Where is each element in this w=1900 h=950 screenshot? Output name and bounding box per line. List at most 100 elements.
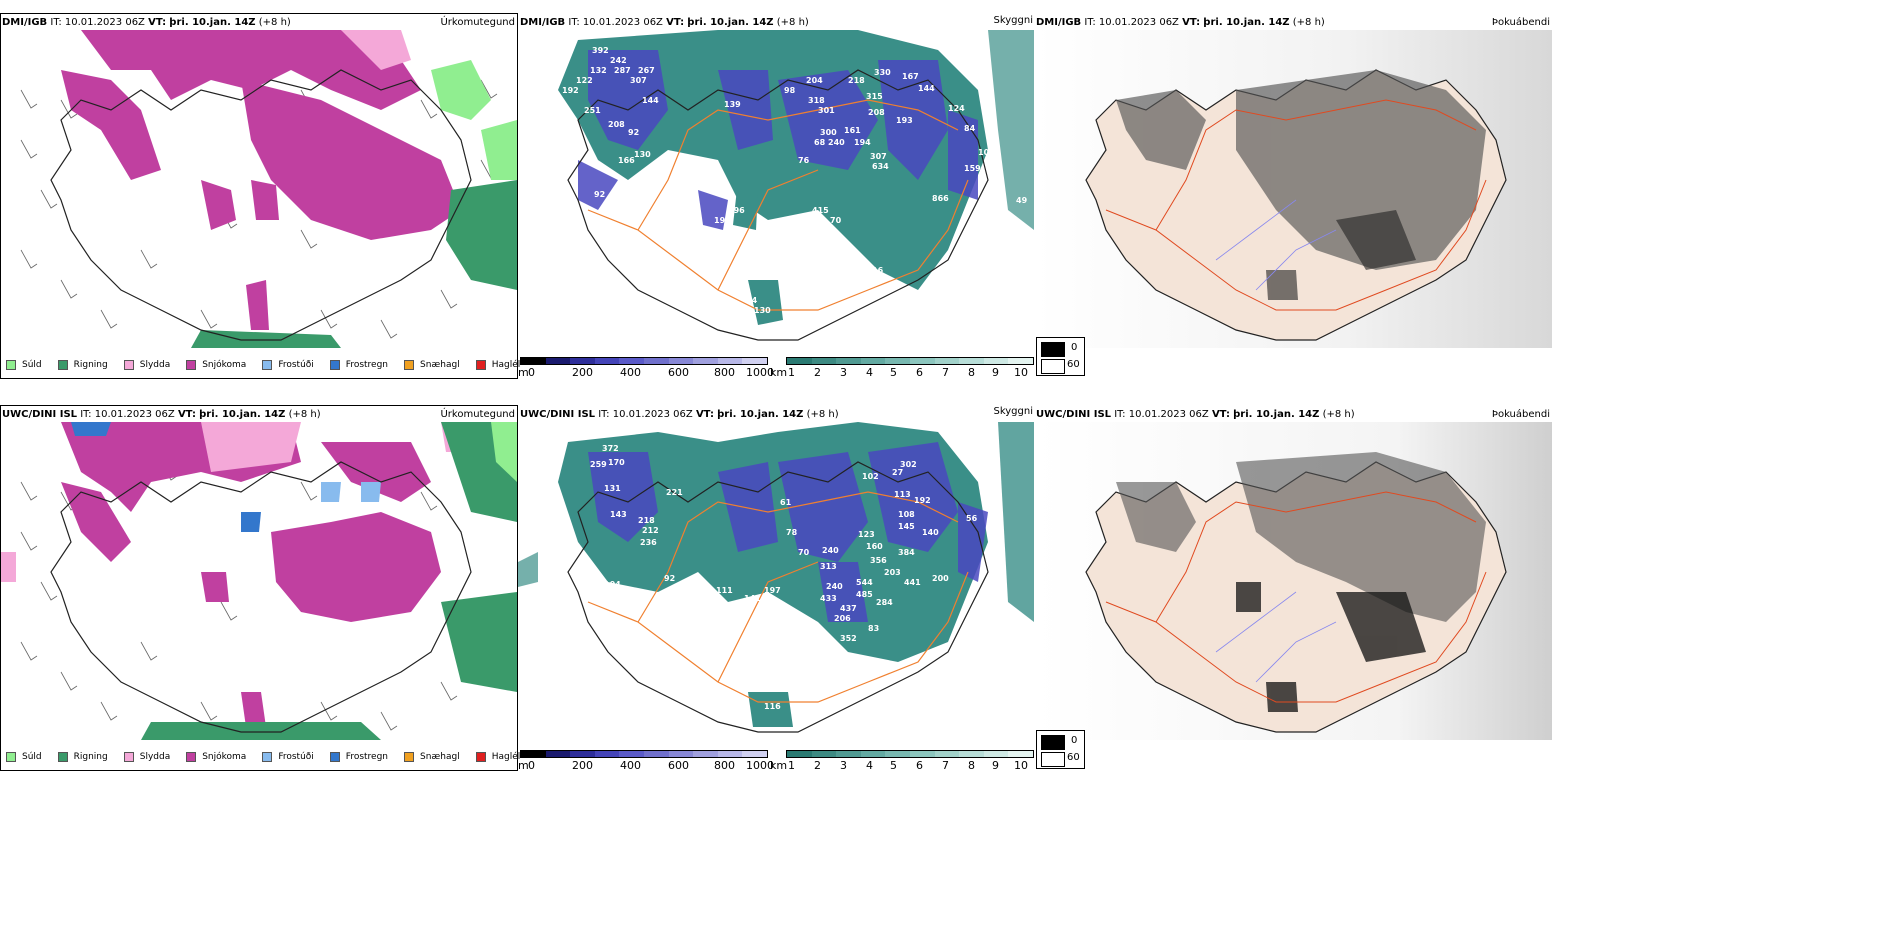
tick-label: 9 bbox=[992, 759, 999, 772]
color-bin bbox=[742, 358, 767, 364]
legend-swatch-sleet bbox=[123, 752, 134, 762]
visibility-value-label: 203 bbox=[884, 568, 901, 577]
visibility-value-label: 92 bbox=[594, 190, 606, 199]
visibility-value-label: 131 bbox=[618, 188, 635, 197]
tick-label: 800 bbox=[714, 366, 735, 379]
visibility-value-label: 300 bbox=[820, 128, 837, 137]
visibility-value-label: 240 bbox=[822, 546, 839, 555]
color-bin bbox=[787, 358, 812, 364]
legend-item: Rigning bbox=[57, 752, 108, 762]
panel-header-bottom-left: UWC/DINI ISL IT: 10.01.2023 06Z VT: þri.… bbox=[2, 409, 321, 420]
fog-key-low-swatch bbox=[1041, 359, 1065, 374]
visibility-value-label: 307 bbox=[630, 76, 647, 85]
tick-label: 1000 bbox=[746, 759, 774, 772]
visibility-value-label: 315 bbox=[866, 92, 883, 101]
visibility-value-label: 415 bbox=[812, 206, 829, 215]
visibility-value-label: 56 bbox=[966, 514, 978, 523]
roads bbox=[587, 491, 969, 703]
visibility-colorbar-km-top bbox=[786, 357, 1034, 365]
color-bin bbox=[668, 358, 694, 364]
precip-type-legend-bottom: Súld Rigning Slydda Snjókoma Frostúði Fr… bbox=[6, 752, 536, 762]
visibility-value-label: 218 bbox=[638, 516, 655, 525]
visibility-value-label: 131 bbox=[604, 484, 621, 493]
visibility-value-label: 113 bbox=[894, 490, 911, 499]
roads bbox=[587, 99, 969, 311]
color-bin bbox=[811, 751, 837, 757]
visibility-value-label: 267 bbox=[638, 66, 655, 75]
fog-key-top: 0 60 bbox=[1036, 337, 1085, 376]
legend-item: Snjókoma bbox=[186, 752, 246, 762]
visibility-colorbar-m-top bbox=[520, 357, 768, 365]
visibility-value-label: 396 bbox=[728, 206, 745, 215]
visibility-value-label: 139 bbox=[724, 100, 741, 109]
fog-key-low-swatch bbox=[1041, 752, 1065, 767]
color-bin bbox=[836, 358, 861, 364]
color-bin bbox=[811, 358, 837, 364]
visibility-value-label: 108 bbox=[898, 510, 915, 519]
precip-type-map-bottom bbox=[1, 422, 517, 740]
color-bin bbox=[521, 751, 546, 757]
roads bbox=[1105, 99, 1487, 311]
fog-key-high-label: 0 bbox=[1071, 342, 1078, 353]
tick-label: 400 bbox=[620, 366, 641, 379]
tick-label: 3 bbox=[840, 366, 847, 379]
fog-areas bbox=[1116, 70, 1486, 270]
legend-item: Snjókoma bbox=[186, 360, 246, 370]
rain-areas bbox=[191, 180, 517, 348]
legend-swatch-rain bbox=[57, 752, 68, 762]
color-bin bbox=[594, 358, 620, 364]
visibility-value-label: 352 bbox=[840, 634, 857, 643]
legend-item: Frostúði bbox=[262, 752, 314, 762]
rivers bbox=[1215, 199, 1337, 291]
fog-key-low-label: 60 bbox=[1067, 359, 1080, 370]
visibility-value-label: 240 bbox=[826, 582, 843, 591]
visibility-value-label: 192 bbox=[562, 86, 579, 95]
legend-item: Rigning bbox=[57, 360, 108, 370]
color-bin bbox=[959, 751, 984, 757]
visibility-value-label: 372 bbox=[602, 444, 619, 453]
visibility-value-label: 140 bbox=[922, 528, 939, 537]
fog-index-map-top bbox=[1036, 30, 1552, 348]
tick-label: 8 bbox=[968, 366, 975, 379]
panel-title-top-mid: Skyggni bbox=[993, 15, 1033, 26]
visibility-value-label: 544 bbox=[856, 578, 873, 587]
unit-label: m bbox=[518, 366, 529, 379]
unit-label: km bbox=[770, 759, 788, 772]
visibility-value-label: 384 bbox=[898, 548, 915, 557]
visibility-value-label: 143 bbox=[610, 510, 627, 519]
tick-label: 5 bbox=[890, 366, 897, 379]
color-bin bbox=[717, 358, 743, 364]
legend-swatch-rain bbox=[57, 360, 68, 370]
tick-label: 200 bbox=[572, 759, 593, 772]
tick-label: 6 bbox=[916, 759, 923, 772]
iceland-coastline bbox=[567, 69, 989, 341]
tick-label: 2 bbox=[814, 366, 821, 379]
roads bbox=[1105, 491, 1487, 703]
precip-type-legend-top: Súld Rigning Slydda Snjókoma Frostúði Fr… bbox=[6, 360, 536, 370]
panel-header-bottom-right: UWC/DINI ISL IT: 10.01.2023 06Z VT: þri.… bbox=[1036, 409, 1355, 420]
visibility-value-label: 485 bbox=[856, 590, 873, 599]
visibility-value-label: 218 bbox=[848, 76, 865, 85]
drizzle-areas bbox=[431, 60, 517, 180]
fog-key-high-swatch bbox=[1041, 735, 1065, 750]
visibility-value-label: 866 bbox=[932, 194, 949, 203]
legend-swatch-drizzle bbox=[6, 752, 16, 762]
visibility-value-label: 634 bbox=[872, 162, 889, 171]
legend-swatch-freezing-drizzle bbox=[262, 752, 273, 762]
color-bin bbox=[619, 358, 644, 364]
visibility-value-label: 194 bbox=[854, 138, 871, 147]
legend-item: Slydda bbox=[123, 752, 170, 762]
tick-label: 600 bbox=[668, 366, 689, 379]
visibility-map-top bbox=[518, 30, 1034, 348]
legend-item: Haglél bbox=[475, 752, 520, 762]
tick-label: 2 bbox=[814, 759, 821, 772]
snow-areas bbox=[61, 30, 461, 330]
tick-label: 800 bbox=[714, 759, 735, 772]
visibility-value-label: 302 bbox=[900, 460, 917, 469]
visibility-value-label: 236 bbox=[640, 538, 657, 547]
visibility-value-label: 116 bbox=[764, 702, 781, 711]
visibility-value-label: 330 bbox=[874, 68, 891, 77]
legend-item: Snæhagl bbox=[404, 360, 460, 370]
iceland-coastline bbox=[50, 69, 472, 341]
drizzle-areas bbox=[491, 422, 517, 482]
